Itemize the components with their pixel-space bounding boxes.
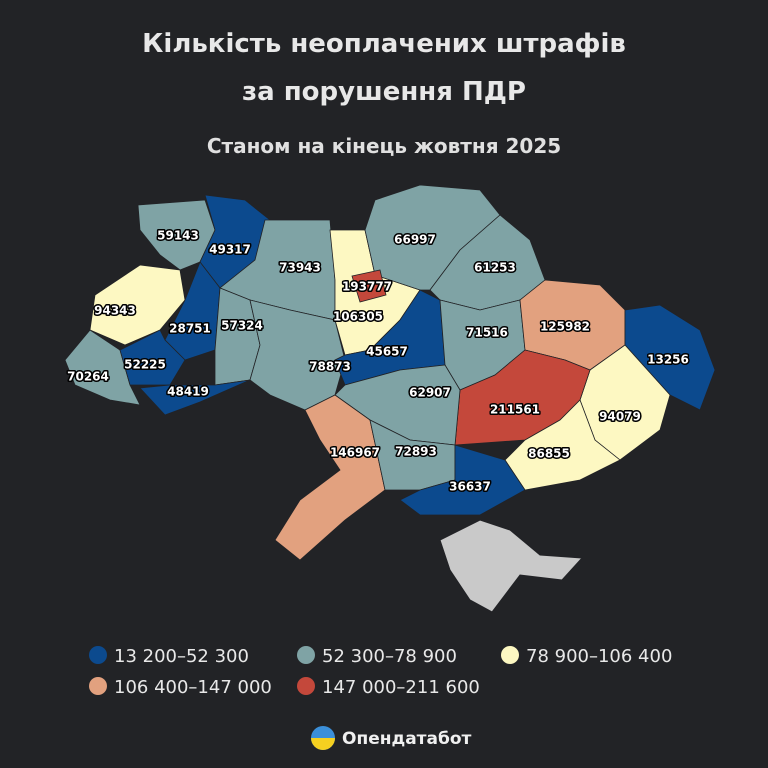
region-value: 57324	[221, 319, 263, 333]
region	[351, 269, 387, 303]
region-value: 36637	[449, 480, 491, 494]
region-value: 70264	[67, 370, 109, 384]
region-value: 62907	[409, 386, 451, 400]
legend-swatch	[89, 677, 107, 695]
region-value: 106305	[333, 310, 383, 324]
region-value: 59143	[157, 229, 199, 243]
region-value: 13256	[647, 353, 689, 367]
region-value: 28751	[169, 322, 211, 336]
region-value: 125982	[540, 320, 590, 334]
region	[454, 349, 591, 446]
crimea	[439, 519, 584, 613]
region-value: 72893	[395, 445, 437, 459]
legend-swatch	[297, 677, 315, 695]
region	[137, 199, 216, 271]
region	[89, 264, 186, 346]
region-value: 52225	[124, 358, 166, 372]
region-value: 71516	[466, 326, 508, 340]
region-value: 211561	[490, 403, 540, 417]
region	[399, 444, 526, 516]
legend-label: 13 200–52 300	[114, 646, 249, 667]
legend-swatch	[297, 646, 315, 664]
region	[274, 394, 386, 561]
legend-label: 147 000–211 600	[322, 677, 480, 698]
title: за порушення ПДР	[242, 77, 526, 107]
region-value: 45657	[366, 345, 408, 359]
region-value: 73943	[279, 261, 321, 275]
brand: Опендатабот	[342, 729, 472, 749]
legend-label: 52 300–78 900	[322, 646, 457, 667]
brand-logo	[311, 738, 335, 750]
region-value: 86855	[528, 447, 570, 461]
title: Кількість неоплачених штрафів	[142, 29, 626, 59]
region-value: 48419	[167, 385, 209, 399]
region	[119, 329, 186, 386]
region-value: 49317	[209, 243, 251, 257]
region-value: 193777	[342, 280, 392, 294]
region-value: 78873	[309, 360, 351, 374]
region-value: 146967	[330, 446, 380, 460]
legend-swatch	[501, 646, 519, 664]
legend-label: 106 400–147 000	[114, 677, 272, 698]
region-value: 94079	[599, 410, 641, 424]
region-value: 61253	[474, 261, 516, 275]
region-value: 94343	[94, 304, 136, 318]
subtitle: Станом на кінець жовтня 2025	[207, 134, 561, 158]
region	[64, 329, 141, 406]
legend-label: 78 900–106 400	[526, 646, 672, 667]
legend-swatch	[89, 646, 107, 664]
region-value: 66997	[394, 233, 436, 247]
